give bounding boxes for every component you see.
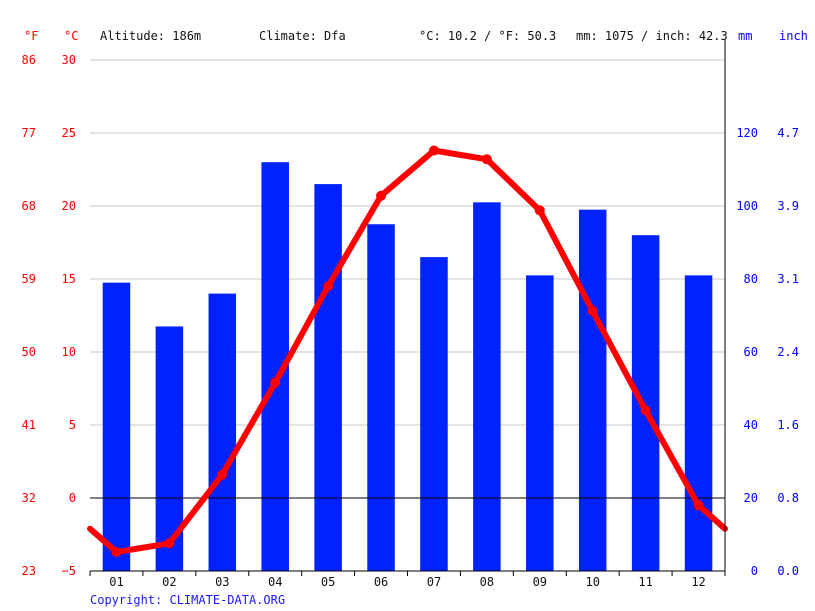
axes bbox=[89, 40, 726, 576]
celsius-tick-label: 25 bbox=[62, 126, 76, 140]
mm-tick-label: 60 bbox=[744, 345, 758, 359]
month-tick-label: 08 bbox=[480, 575, 494, 589]
fahrenheit-unit-label: °F bbox=[24, 29, 38, 43]
precipitation-bar bbox=[367, 224, 395, 571]
temperature-point bbox=[428, 145, 439, 156]
month-tick-label: 01 bbox=[109, 575, 123, 589]
mm-tick-label: 100 bbox=[736, 199, 758, 213]
mm-tick-label: 80 bbox=[744, 272, 758, 286]
temperature-polyline bbox=[87, 147, 728, 555]
temperature-point bbox=[693, 500, 704, 511]
precipitation-bar bbox=[208, 293, 237, 571]
fahrenheit-tick-label: 86 bbox=[22, 53, 36, 67]
month-tick-label: 03 bbox=[215, 575, 229, 589]
precipitation-bar bbox=[420, 257, 448, 571]
fahrenheit-tick-label: 50 bbox=[22, 345, 36, 359]
mm-tick-label: 20 bbox=[744, 491, 758, 505]
gridlines bbox=[90, 59, 725, 426]
month-tick-label: 06 bbox=[374, 575, 388, 589]
inch-tick-label: 3.9 bbox=[777, 199, 799, 213]
inch-tick-label: 4.7 bbox=[777, 126, 799, 140]
month-tick-label: 02 bbox=[162, 575, 176, 589]
month-tick-label: 10 bbox=[585, 575, 599, 589]
inch-tick-label: 0.0 bbox=[777, 564, 799, 578]
inch-unit-label: inch bbox=[779, 29, 808, 43]
temperature-line bbox=[87, 145, 728, 558]
fahrenheit-tick-label: 68 bbox=[22, 199, 36, 213]
precipitation-average-label: mm: 1075 / inch: 42.3 bbox=[576, 29, 728, 43]
temperature-average-label: °C: 10.2 / °F: 50.3 bbox=[419, 29, 556, 43]
fahrenheit-tick-label: 41 bbox=[22, 418, 36, 432]
celsius-tick-label: 30 bbox=[62, 53, 76, 67]
month-tick-label: 04 bbox=[268, 575, 282, 589]
fahrenheit-tick-label: 77 bbox=[22, 126, 36, 140]
mm-tick-label: 0 bbox=[751, 564, 758, 578]
precipitation-bar bbox=[578, 209, 607, 571]
celsius-tick-label: 20 bbox=[62, 199, 76, 213]
temperature-point bbox=[270, 377, 281, 388]
celsius-unit-label: °C bbox=[64, 29, 78, 43]
celsius-tick-label: 10 bbox=[62, 345, 76, 359]
inch-tick-label: 3.1 bbox=[777, 272, 799, 286]
precipitation-bar bbox=[526, 275, 554, 571]
inch-tick-label: 1.6 bbox=[777, 418, 799, 432]
inch-tick-label: 2.4 bbox=[777, 345, 799, 359]
copyright-link[interactable]: Copyright: CLIMATE-DATA.ORG bbox=[90, 593, 285, 607]
celsius-tick-label: 0 bbox=[69, 491, 76, 505]
precipitation-bar bbox=[473, 202, 501, 571]
month-tick-label: 12 bbox=[691, 575, 705, 589]
temperature-point bbox=[164, 538, 175, 549]
precipitation-bar bbox=[631, 235, 660, 571]
fahrenheit-tick-label: 32 bbox=[22, 491, 36, 505]
temperature-point bbox=[587, 306, 598, 317]
celsius-tick-label: 5 bbox=[69, 418, 76, 432]
month-tick-label: 05 bbox=[321, 575, 335, 589]
fahrenheit-tick-label: 59 bbox=[22, 272, 36, 286]
mm-tick-label: 40 bbox=[744, 418, 758, 432]
temperature-point bbox=[217, 469, 228, 480]
temperature-point bbox=[481, 154, 492, 165]
axis-tick-labels: 01 02 03 04 05 06 07 08 09 10 11 12−523032541105015… bbox=[22, 53, 799, 589]
precipitation-bar bbox=[102, 282, 131, 571]
inch-tick-label: 0.8 bbox=[777, 491, 799, 505]
celsius-tick-label: −5 bbox=[62, 564, 76, 578]
altitude-label: Altitude: 186m bbox=[100, 29, 201, 43]
precipitation-bar bbox=[684, 275, 713, 571]
temperature-point bbox=[534, 205, 545, 216]
temperature-point bbox=[376, 190, 387, 201]
month-tick-label: 07 bbox=[427, 575, 441, 589]
temperature-point bbox=[640, 405, 651, 416]
month-tick-label: 09 bbox=[533, 575, 547, 589]
fahrenheit-tick-label: 23 bbox=[22, 564, 36, 578]
temperature-point bbox=[323, 281, 334, 292]
mm-unit-label: mm bbox=[738, 29, 752, 43]
month-tick-label: 11 bbox=[638, 575, 652, 589]
celsius-tick-label: 15 bbox=[62, 272, 76, 286]
precipitation-bar bbox=[314, 184, 342, 571]
mm-tick-label: 120 bbox=[736, 126, 758, 140]
temperature-point bbox=[111, 547, 122, 558]
climate-label: Climate: Dfa bbox=[259, 29, 346, 43]
